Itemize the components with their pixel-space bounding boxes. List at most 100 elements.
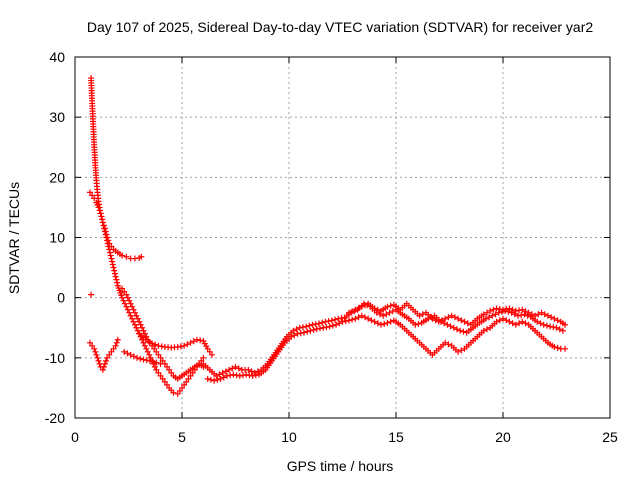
data-point-interp (496, 306, 503, 313)
data-point-interp (133, 324, 140, 331)
data-point-interp (222, 368, 229, 375)
data-point (232, 363, 239, 370)
series-early-low-branch (86, 336, 121, 373)
data-point-interp (130, 318, 137, 325)
data-point-interp (554, 344, 561, 351)
data-point (315, 320, 322, 327)
data-point-interp (109, 261, 116, 268)
data-point-interp (550, 324, 557, 331)
data-point-interp (146, 351, 153, 358)
data-point (208, 351, 215, 358)
data-point (480, 311, 487, 318)
data-point (112, 342, 119, 349)
data-point (121, 348, 128, 355)
data-point (187, 372, 194, 379)
data-point-interp (509, 306, 516, 313)
data-point-interp (490, 306, 497, 313)
data-point (386, 309, 393, 316)
data-point (429, 315, 436, 322)
data-point-interp (155, 351, 162, 358)
data-point-interp (387, 302, 394, 309)
data-point (457, 327, 464, 334)
data-point-interp (355, 305, 362, 312)
data-point (540, 321, 547, 328)
chart-title: Day 107 of 2025, Sidereal Day-to-day VTE… (87, 19, 593, 35)
data-point-interp (541, 311, 548, 318)
x-tick-label: 5 (178, 429, 186, 445)
data-point-interp (155, 369, 162, 376)
data-point (544, 312, 551, 319)
data-point (119, 285, 126, 292)
data-point (131, 309, 138, 316)
grid-lines (75, 57, 610, 418)
data-point (493, 305, 500, 312)
data-point (153, 348, 160, 355)
data-point (288, 333, 295, 340)
data-point-interp (329, 322, 336, 329)
data-point-interp (306, 322, 313, 329)
data-point-interp (107, 252, 114, 259)
data-point-interp (460, 328, 467, 335)
data-point-interp (99, 216, 106, 223)
data-point (384, 303, 391, 310)
data-point-interp (556, 326, 563, 333)
data-point-interp (419, 311, 426, 318)
data-point-interp (113, 339, 120, 346)
data-point (303, 323, 310, 330)
data-point (131, 255, 138, 262)
data-point-interp (111, 270, 118, 277)
data-point-interp (361, 314, 368, 321)
data-point-interp (121, 300, 128, 307)
data-point (226, 366, 233, 373)
data-point-interp (106, 249, 113, 256)
y-tick-label: -20 (45, 410, 65, 426)
data-point-interp (147, 354, 154, 361)
data-point-interp (102, 231, 109, 238)
data-point-interp (376, 311, 383, 318)
data-point (91, 195, 98, 202)
data-point-interp (518, 312, 525, 319)
data-point (380, 312, 387, 319)
data-point (444, 321, 451, 328)
data-point (119, 294, 126, 301)
y-tick-label: 10 (49, 230, 65, 246)
data-point (108, 348, 115, 355)
data-point-interp (103, 234, 110, 241)
data-point (101, 228, 108, 235)
data-point-interp (445, 341, 452, 348)
data-point (553, 324, 560, 331)
data-point (204, 375, 211, 382)
data-point (416, 312, 423, 319)
data-point-interp (152, 341, 159, 348)
data-point (149, 340, 156, 347)
data-point-interp (94, 354, 101, 361)
data-point (512, 307, 519, 314)
data-point-interp (381, 320, 388, 327)
series-outlier (88, 291, 95, 298)
data-point-interp (458, 347, 465, 354)
data-point-interp (239, 372, 246, 379)
data-point (495, 309, 502, 316)
data-point-interp (297, 330, 304, 337)
data-point-interp (121, 288, 128, 295)
data-point (435, 318, 442, 325)
data-point (89, 342, 96, 349)
data-point-interp (143, 357, 150, 364)
data-point-interp (190, 338, 197, 345)
data-point (106, 351, 113, 358)
data-point-interp (104, 240, 111, 247)
y-tick-label: 40 (49, 49, 65, 65)
data-point (378, 321, 385, 328)
data-point (461, 318, 468, 325)
y-axis-title: SDTVAR / TECUs (6, 182, 22, 294)
data-point (358, 303, 365, 310)
data-point (204, 345, 211, 352)
data-point (99, 219, 106, 226)
data-point-interp (252, 372, 259, 379)
data-point (538, 309, 545, 316)
data-point-interp (522, 308, 529, 315)
y-tick-label: 0 (57, 290, 65, 306)
data-point-interp (492, 311, 499, 318)
data-point-interp (100, 222, 107, 229)
data-point (183, 378, 190, 385)
